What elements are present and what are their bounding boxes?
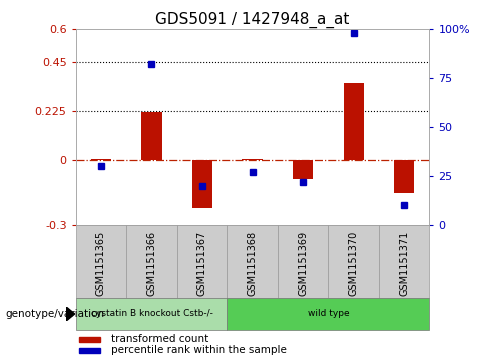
Title: GDS5091 / 1427948_a_at: GDS5091 / 1427948_a_at [155,12,350,28]
Text: wild type: wild type [307,310,349,318]
Bar [243,159,263,160]
Bar [177,225,227,298]
Text: cystatin B knockout Cstb-/-: cystatin B knockout Cstb-/- [90,310,212,318]
Bar [91,159,111,160]
Text: GSM1151365: GSM1151365 [96,231,106,296]
Bar [328,225,379,298]
Text: GSM1151368: GSM1151368 [247,231,258,296]
Text: percentile rank within the sample: percentile rank within the sample [111,345,287,355]
Bar [79,337,101,342]
Bar [142,112,162,160]
Bar [126,225,177,298]
Bar [379,225,429,298]
Bar [76,225,126,298]
Bar [227,225,278,298]
Bar [344,83,364,160]
Bar [227,298,429,330]
Text: GSM1151369: GSM1151369 [298,231,308,296]
Text: transformed count: transformed count [111,334,208,344]
Bar [293,160,313,179]
Polygon shape [66,307,75,321]
Text: genotype/variation: genotype/variation [5,309,104,319]
Bar [394,160,414,193]
Text: GSM1151371: GSM1151371 [399,231,409,296]
Bar [192,160,212,208]
Text: GSM1151370: GSM1151370 [348,231,359,296]
Bar [79,348,101,353]
Text: GSM1151367: GSM1151367 [197,231,207,296]
Bar [76,298,227,330]
Bar [278,225,328,298]
Text: GSM1151366: GSM1151366 [146,231,157,296]
